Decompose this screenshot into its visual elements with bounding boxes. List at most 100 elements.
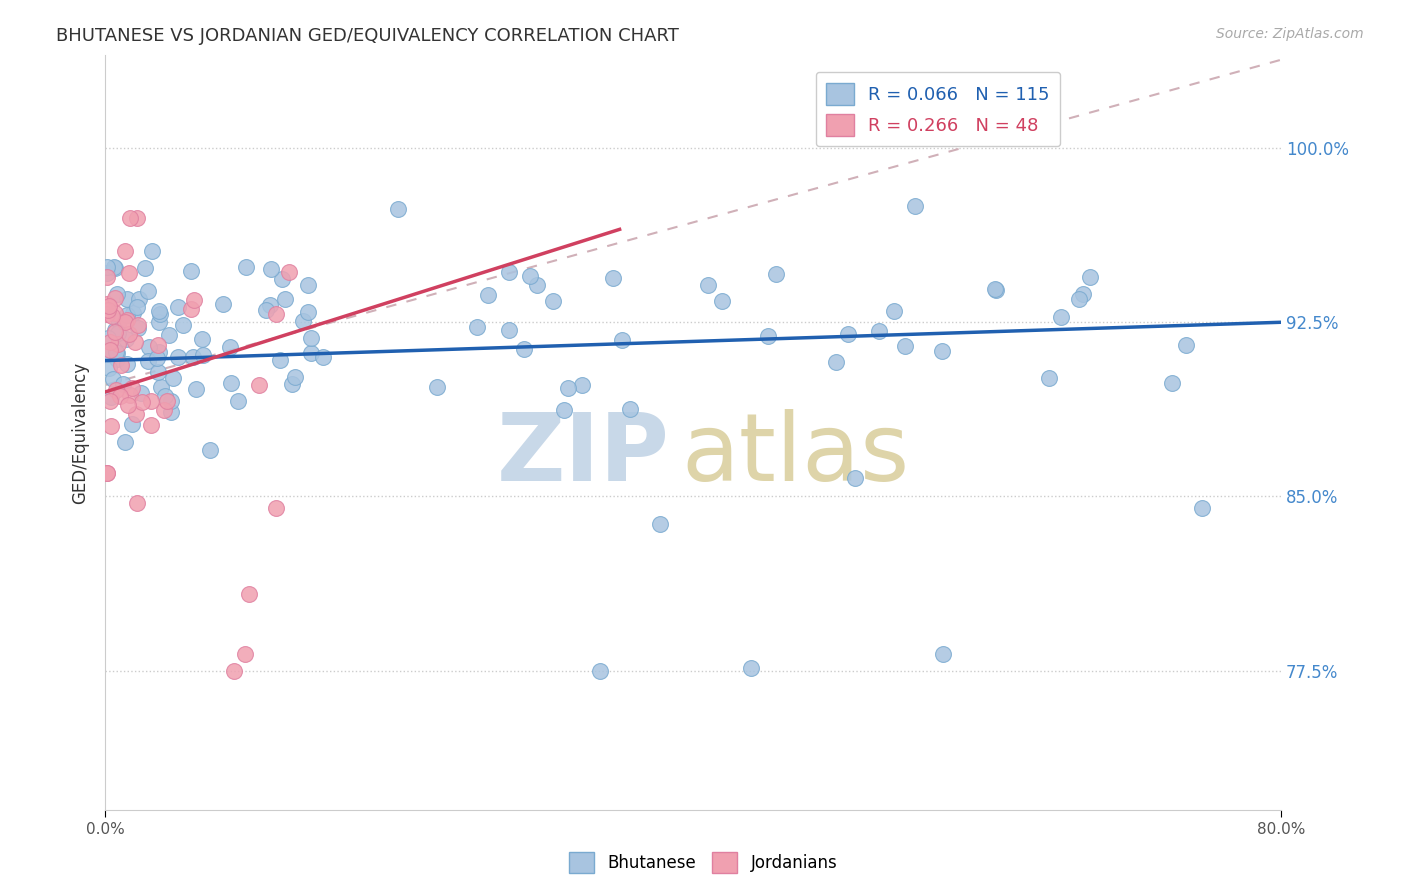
Text: Source: ZipAtlas.com: Source: ZipAtlas.com	[1216, 27, 1364, 41]
Point	[105, 286, 128, 301]
Point	[96, 467, 118, 481]
Point	[148, 315, 170, 329]
Point	[115, 293, 138, 307]
Point	[108, 389, 131, 403]
Point	[118, 211, 141, 225]
Point	[553, 403, 575, 417]
Point	[125, 407, 148, 421]
Point	[172, 318, 194, 333]
Point	[765, 267, 787, 281]
Point	[107, 326, 129, 341]
Point	[107, 336, 129, 351]
Point	[108, 314, 131, 328]
Point	[138, 285, 160, 299]
Point	[97, 331, 120, 345]
Point	[148, 344, 170, 359]
Point	[299, 346, 322, 360]
Point	[153, 402, 176, 417]
Point	[96, 307, 118, 321]
Point	[184, 382, 207, 396]
Point	[103, 260, 125, 274]
Point	[648, 517, 671, 532]
Point	[274, 292, 297, 306]
Point	[259, 298, 281, 312]
Point	[904, 199, 927, 213]
Point	[117, 397, 139, 411]
Point	[100, 419, 122, 434]
Point	[519, 269, 541, 284]
Point	[299, 331, 322, 345]
Point	[100, 309, 122, 323]
Point	[114, 434, 136, 449]
Point	[104, 291, 127, 305]
Point	[281, 376, 304, 391]
Point	[191, 332, 214, 346]
Point	[254, 303, 277, 318]
Point	[183, 293, 205, 307]
Point	[740, 661, 762, 675]
Point	[98, 360, 121, 375]
Point	[114, 333, 136, 347]
Text: ZIP: ZIP	[496, 409, 669, 501]
Point	[141, 244, 163, 259]
Point	[932, 648, 955, 662]
Point	[278, 264, 301, 278]
Point	[710, 293, 733, 308]
Point	[129, 386, 152, 401]
Point	[512, 342, 534, 356]
Point	[145, 351, 167, 366]
Point	[260, 261, 283, 276]
Point	[105, 344, 128, 359]
Point	[498, 265, 520, 279]
Point	[426, 380, 449, 394]
Point	[1038, 371, 1060, 385]
Point	[124, 334, 146, 349]
Point	[156, 394, 179, 409]
Point	[115, 309, 138, 323]
Point	[138, 340, 160, 354]
Point	[269, 353, 291, 368]
Point	[149, 307, 172, 321]
Point	[180, 301, 202, 316]
Text: atlas: atlas	[682, 409, 910, 501]
Point	[312, 350, 335, 364]
Point	[180, 264, 202, 278]
Point	[98, 343, 121, 358]
Point	[602, 270, 624, 285]
Point	[131, 395, 153, 409]
Point	[264, 501, 287, 516]
Point	[118, 327, 141, 342]
Point	[98, 394, 121, 409]
Point	[212, 297, 235, 311]
Legend: R = 0.066   N = 115, R = 0.266   N = 48: R = 0.066 N = 115, R = 0.266 N = 48	[815, 71, 1060, 146]
Point	[118, 266, 141, 280]
Point	[467, 320, 489, 334]
Point	[612, 333, 634, 347]
Point	[114, 244, 136, 258]
Point	[104, 325, 127, 339]
Point	[97, 347, 120, 361]
Point	[894, 338, 917, 352]
Point	[238, 587, 260, 601]
Point	[100, 390, 122, 404]
Point	[284, 370, 307, 384]
Y-axis label: GED/Equivalency: GED/Equivalency	[72, 361, 89, 504]
Point	[233, 648, 256, 662]
Point	[200, 443, 222, 458]
Point	[96, 260, 118, 274]
Point	[139, 418, 162, 433]
Point	[96, 297, 118, 311]
Point	[136, 353, 159, 368]
Point	[984, 282, 1007, 296]
Point	[120, 388, 142, 402]
Point	[931, 343, 953, 358]
Point	[125, 211, 148, 225]
Legend: Bhutanese, Jordanians: Bhutanese, Jordanians	[562, 846, 844, 880]
Point	[104, 261, 127, 276]
Point	[219, 376, 242, 390]
Point	[247, 378, 270, 392]
Point	[1049, 310, 1071, 324]
Point	[696, 278, 718, 293]
Point	[155, 389, 177, 403]
Point	[110, 358, 132, 372]
